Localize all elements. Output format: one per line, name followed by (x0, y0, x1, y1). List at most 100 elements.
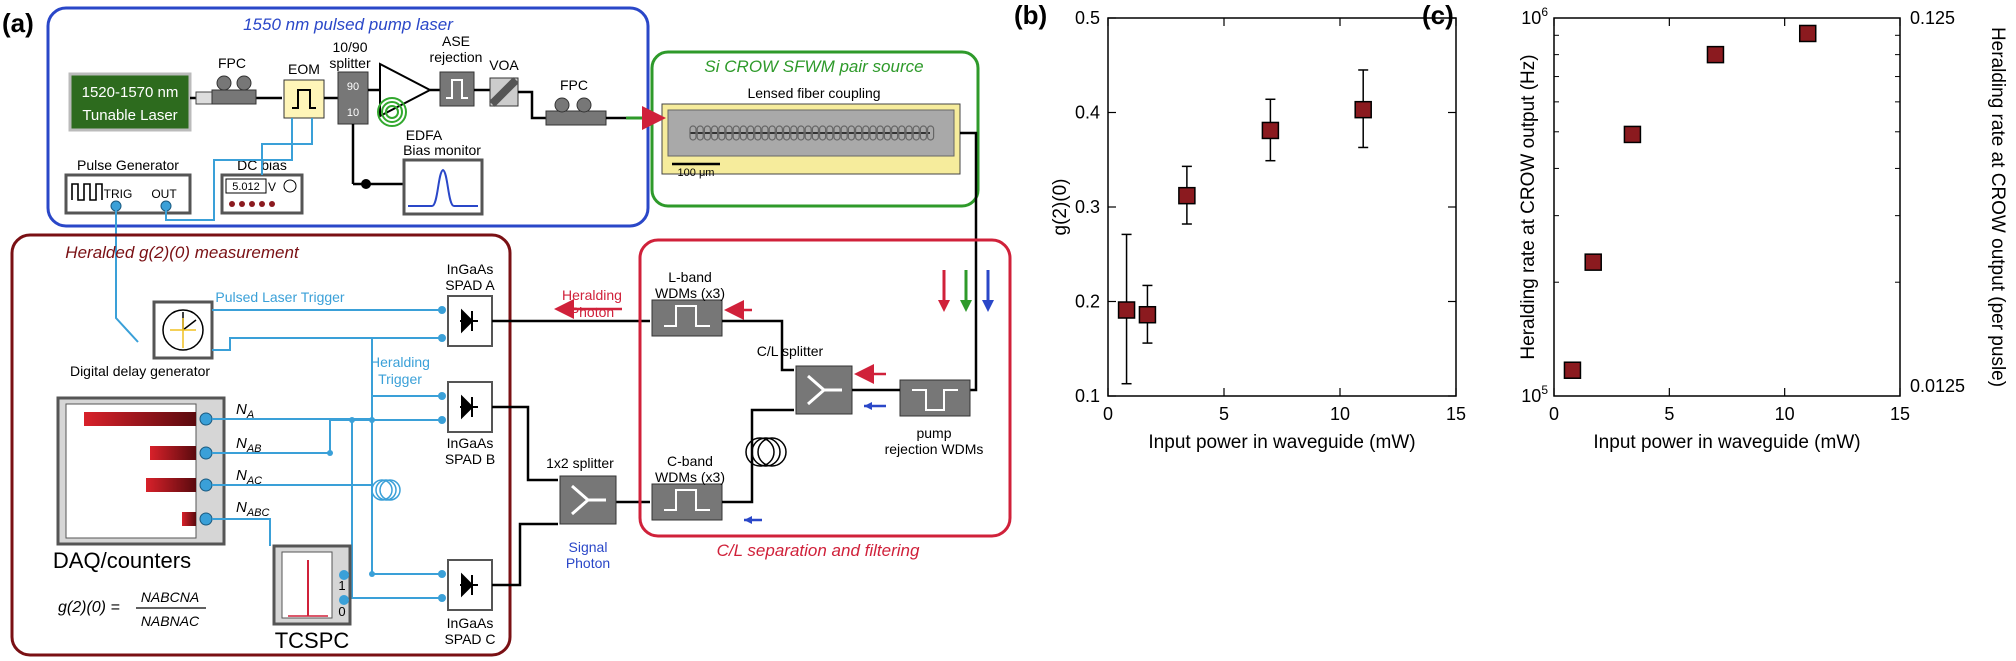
formula-lhs: g(2)(0) = (58, 599, 120, 616)
y-tick-label: 0.5 (1075, 8, 1100, 28)
tcspc-label: TCSPC (275, 628, 350, 653)
data-point (1563, 361, 1582, 379)
y-axis-label: Heralding rate at CROW output (Hz) (1518, 54, 1539, 359)
data-point (1623, 125, 1642, 144)
crow-ring (811, 125, 820, 141)
y-tick-label: 106 (1521, 5, 1548, 28)
tcspc-0: 0 (338, 604, 345, 619)
crow-ring (912, 125, 920, 141)
data-point (1706, 45, 1725, 64)
nabc-sub: ABC (246, 507, 270, 519)
y-tick-label: 0.2 (1075, 292, 1100, 312)
pulsed-trigger-label: Pulsed Laser Trigger (215, 289, 345, 305)
y-right-tick-label: 0.125 (1910, 8, 1955, 28)
x-tick-label: 0 (1549, 404, 1559, 424)
crow-ring (768, 125, 776, 141)
trig-label: TRIG (104, 187, 133, 201)
crow-ring (804, 125, 812, 141)
crow-ring (826, 125, 834, 141)
x-axis-label: Input power in waveguide (mW) (1148, 432, 1415, 453)
heralding-photon-2: Photon (570, 304, 614, 320)
y-axis-label-right: Heralding rate at CROW output (per pusle… (1987, 27, 2008, 387)
nabc-label: N (236, 499, 247, 516)
pump-laser-title: 1550 nm pulsed pump laser (243, 15, 454, 34)
crow-ring (761, 125, 769, 141)
crow-ring (862, 125, 870, 141)
daq-bar (182, 512, 196, 526)
x-tick-label: 15 (1890, 404, 1910, 424)
bias-monitor-label: Bias monitor (403, 142, 481, 158)
daq-bar (84, 412, 196, 426)
fpc-paddle (216, 75, 232, 91)
crow-title: Si CROW SFWM pair source (704, 57, 923, 76)
delay-generator-label: Digital delay generator (70, 363, 210, 379)
dc-unit: V (268, 180, 276, 194)
fpc-body (211, 89, 257, 105)
tcspc-1: 1 (338, 578, 345, 593)
data-point (1584, 253, 1602, 271)
crow-ring (689, 125, 697, 141)
spad-c-1: InGaAs (447, 615, 494, 631)
crow-ring (782, 125, 791, 141)
crow-ring (869, 125, 877, 141)
na-sub: A (246, 409, 254, 421)
y-tick-label: 0.3 (1075, 197, 1100, 217)
crow-ring (746, 125, 755, 141)
wire-dc-eom (261, 118, 313, 175)
svg-text:NA: NA (236, 401, 254, 421)
cband-1: C-band (667, 453, 713, 469)
crow-ring (833, 125, 841, 141)
y-right-tick-label: 0.0125 (1910, 376, 1965, 396)
eom-box (283, 79, 325, 119)
data-point (1117, 301, 1136, 319)
panel-a-label: (a) (2, 8, 34, 38)
voa-label: VOA (489, 57, 519, 73)
data-point (1798, 24, 1817, 43)
pump-rej-1: pump (916, 425, 951, 441)
splitter-label-bottom: splitter (329, 55, 371, 71)
data-point (1261, 121, 1280, 140)
edfa-coil-icon (377, 97, 407, 127)
chart-b-frame (1107, 17, 1457, 397)
nac-label: N (236, 467, 247, 484)
cl-box (638, 238, 1012, 538)
pulse-generator-label: Pulse Generator (77, 157, 179, 173)
spad-b (438, 381, 493, 433)
spad-a-2: SPAD A (445, 277, 495, 293)
fpc-label: FPC (218, 55, 246, 71)
crow-ring (926, 125, 935, 141)
crow-ring (919, 125, 928, 141)
crow-ring (854, 125, 863, 141)
dc-value: 5.012 (232, 181, 260, 193)
crow-ring (754, 125, 762, 141)
heralding-trigger-1: Heralding (370, 354, 430, 370)
crow-ring (847, 125, 856, 141)
spad-a (438, 295, 493, 347)
formula-num: NABCNA (141, 589, 199, 605)
x-tick-label: 0 (1103, 404, 1113, 424)
ase-rejection-box (439, 71, 475, 107)
spad-b-1: InGaAs (447, 435, 494, 451)
crow-ring (840, 125, 848, 141)
signal-photon-1: Signal (569, 539, 608, 555)
data-point (1354, 100, 1372, 119)
crow-ring (898, 125, 906, 141)
splitter-90: 90 (347, 81, 359, 93)
tunable-laser (68, 72, 192, 132)
signal-photon-2: Photon (566, 555, 610, 571)
nab-label: N (236, 435, 247, 452)
crow-ring (775, 125, 784, 141)
delay-coil-icon (371, 479, 401, 501)
heralding-photon-1: Heralding (562, 287, 622, 303)
svg-text:NABC: NABC (236, 499, 270, 519)
cband-2: WDMs (x3) (655, 469, 725, 485)
heralded-title: Heralded g(2)(0) measurement (65, 243, 300, 262)
x-tick-label: 10 (1775, 404, 1795, 424)
crow-ring (797, 125, 805, 141)
crow-ring (725, 125, 733, 141)
spad-a-1: InGaAs (447, 261, 494, 277)
chart-b: 0 5 10 15 0.1 0.2 0.3 0.4 0.5 Input power in wave… (1050, 8, 1466, 453)
ase-label-1: ASE (442, 33, 470, 49)
eom-label: EOM (288, 61, 320, 77)
crow-ring (696, 125, 704, 141)
